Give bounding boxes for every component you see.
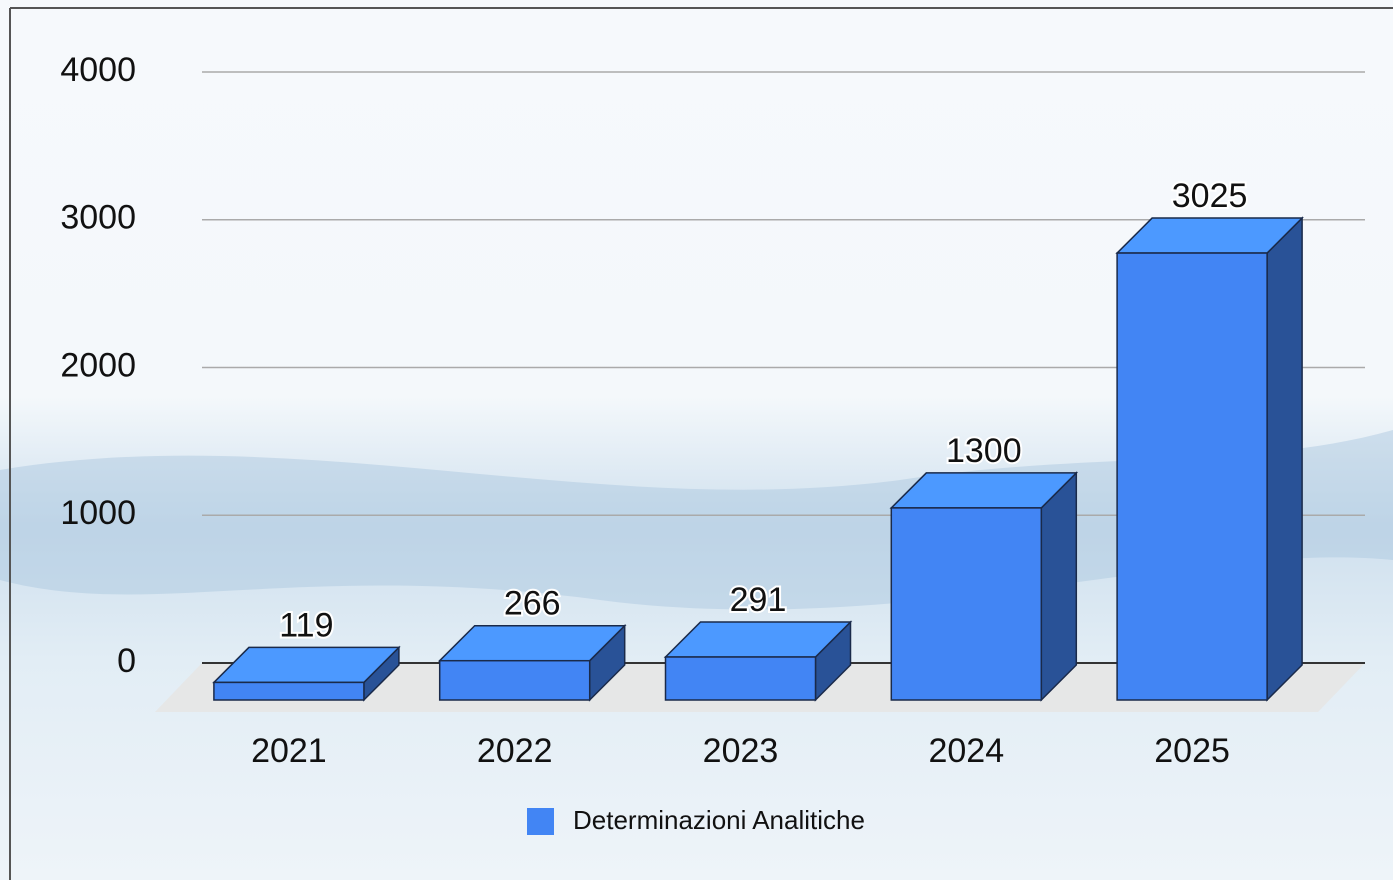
bar <box>212 645 401 702</box>
value-label: 291 <box>730 581 787 619</box>
x-tick-label: 2022 <box>477 732 553 770</box>
bar-front <box>1116 252 1268 701</box>
y-tick-label: 3000 <box>60 199 136 237</box>
bar-side <box>1266 216 1303 702</box>
bar-side <box>1040 471 1078 702</box>
bar-front <box>664 656 817 701</box>
bar <box>437 623 627 702</box>
bar <box>1115 216 1304 702</box>
legend-swatch <box>527 808 554 835</box>
value-label: 119 <box>279 606 333 644</box>
bar-front <box>890 507 1043 701</box>
y-tick-label: 1000 <box>60 494 136 532</box>
x-tick-label: 2021 <box>251 732 327 770</box>
y-tick-label: 4000 <box>60 51 136 89</box>
y-tick-label: 2000 <box>60 346 136 384</box>
bar-front <box>438 659 591 701</box>
x-tick-label: 2024 <box>928 732 1004 770</box>
legend-label: Determinazioni Analitiche <box>573 805 865 835</box>
value-label: 3025 <box>1172 177 1248 215</box>
bar <box>663 620 853 702</box>
x-tick-label: 2023 <box>703 732 779 770</box>
x-tick-label: 2025 <box>1154 732 1230 770</box>
bar-front <box>213 681 365 701</box>
frame <box>9 7 1393 880</box>
value-label: 1300 <box>946 432 1022 470</box>
y-tick-label: 0 <box>117 642 136 680</box>
bar <box>889 471 1079 702</box>
value-label: 266 <box>504 585 561 623</box>
